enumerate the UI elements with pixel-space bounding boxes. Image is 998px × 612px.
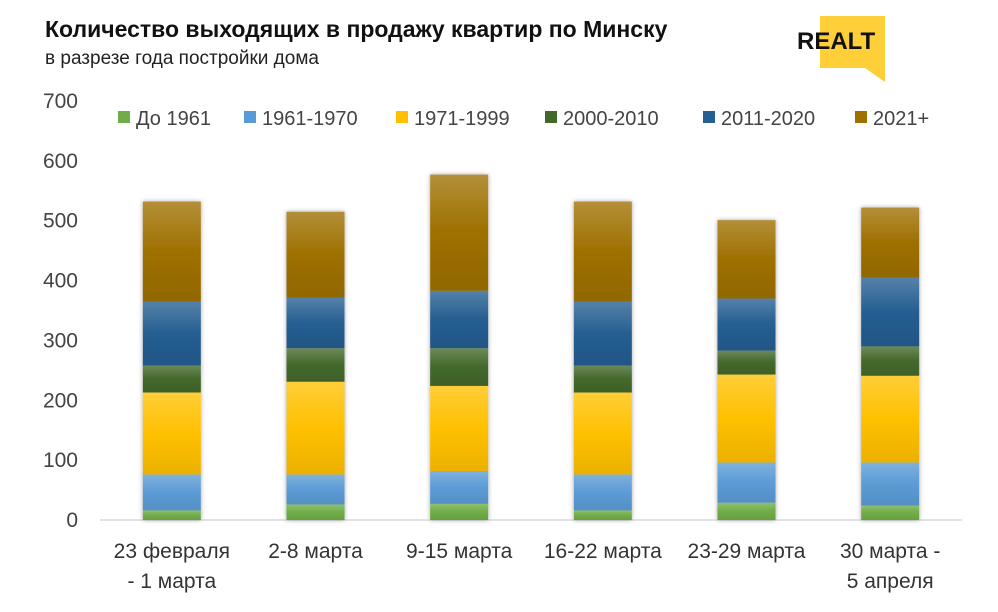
x-tick-label: 23-29 марта	[688, 540, 806, 563]
bar-segment	[142, 201, 201, 302]
bar-segment	[717, 220, 776, 299]
bar-segment	[861, 462, 920, 506]
bar-segment	[142, 392, 201, 475]
bar-segment	[861, 375, 920, 463]
legend-label: 2000-2010	[563, 108, 659, 130]
y-tick-label: 500	[43, 210, 78, 233]
bar-segment	[573, 392, 632, 475]
legend-swatch	[703, 111, 715, 123]
bar-segment	[573, 510, 632, 520]
bar-segment	[430, 385, 489, 471]
bar-segment	[717, 462, 776, 503]
svg-text:REALT: REALT	[797, 28, 876, 55]
y-tick-label: 0	[66, 509, 78, 532]
bar-segment	[430, 503, 489, 520]
legend-label: 1961-1970	[262, 108, 358, 130]
bar-segment	[717, 374, 776, 463]
bar-stack	[861, 207, 920, 520]
bar-segment	[430, 470, 489, 504]
x-tick-label: 30 марта -	[840, 540, 940, 563]
chart-subtitle: в разрезе года постройки дома	[45, 48, 319, 69]
y-tick-label: 300	[43, 329, 78, 352]
bar-segment	[573, 474, 632, 511]
bar-stack	[142, 201, 201, 520]
y-tick-label: 400	[43, 270, 78, 293]
bar-segment	[861, 505, 920, 520]
legend-swatch	[244, 111, 256, 123]
y-tick-label: 100	[43, 449, 78, 472]
bar-segment	[430, 290, 489, 349]
legend-label: 2021+	[873, 108, 929, 130]
x-tick-label: - 1 марта	[127, 570, 216, 593]
legend-label: До 1961	[136, 108, 211, 130]
bar-segment	[142, 474, 201, 511]
bar-segment	[286, 381, 345, 475]
bar-segment	[142, 510, 201, 520]
bar-segment	[286, 297, 345, 349]
x-tick-label: 23 февраля	[114, 540, 230, 563]
legend-swatch	[855, 111, 867, 123]
bar-segment	[430, 174, 489, 291]
y-tick-label: 200	[43, 389, 78, 412]
y-tick-label: 600	[43, 150, 78, 173]
bar-segment	[717, 350, 776, 375]
legend-label: 2011-2020	[721, 108, 815, 130]
x-tick-label: 5 апреля	[847, 570, 934, 593]
logo-shape	[820, 16, 885, 82]
bar-segment	[717, 502, 776, 520]
bar-stack	[573, 201, 632, 520]
bar-stack	[430, 174, 489, 520]
bar-segment	[286, 474, 345, 505]
bar-segment	[717, 298, 776, 351]
legend-swatch	[118, 111, 130, 123]
legend-item: 2021+	[855, 108, 929, 130]
bar-segment	[142, 365, 201, 393]
x-tick-label: 2-8 марта	[268, 540, 363, 563]
bar-segment	[573, 301, 632, 366]
legend-item: 1961-1970	[244, 108, 358, 130]
bar-segment	[861, 277, 920, 347]
legend-label: 1971-1999	[414, 108, 510, 130]
bar-segment	[286, 348, 345, 382]
legend-item: 2000-2010	[545, 108, 659, 130]
bar-stack	[286, 211, 345, 520]
bar-segment	[286, 211, 345, 298]
realt-logo: REALT	[797, 16, 885, 82]
bar-segment	[861, 207, 920, 278]
y-tick-label: 700	[43, 90, 78, 113]
legend-item: До 1961	[118, 108, 211, 130]
x-tick-label: 9-15 марта	[406, 540, 513, 563]
bar-segment	[430, 348, 489, 386]
x-tick-label: 16-22 марта	[544, 540, 662, 563]
bar-segment	[286, 504, 345, 520]
bar-segment	[573, 365, 632, 393]
bar-segment	[861, 346, 920, 376]
legend-item: 2011-2020	[703, 108, 815, 130]
bar-segment	[142, 301, 201, 366]
legend-item: 1971-1999	[396, 108, 510, 130]
chart-title: Количество выходящих в продажу квартир п…	[45, 16, 668, 42]
bar-segment	[573, 201, 632, 302]
bar-stack	[717, 220, 776, 520]
legend-swatch	[396, 111, 408, 123]
legend-swatch	[545, 111, 557, 123]
